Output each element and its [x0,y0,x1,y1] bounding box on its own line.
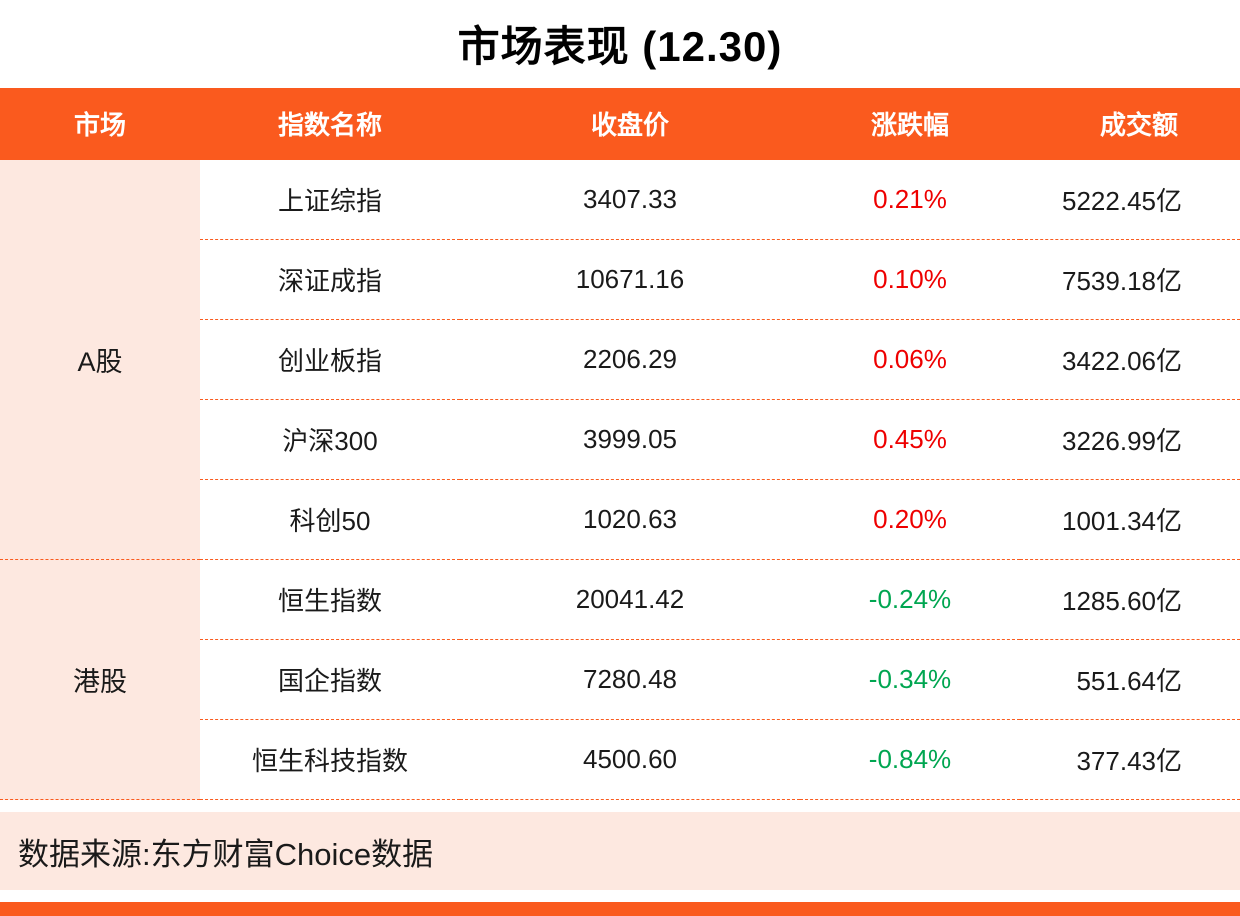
data-source-text: 数据来源:东方财富Choice数据 [18,836,434,872]
close-price: 1020.63 [460,479,800,561]
turnover-value: 7539.18亿 [1020,239,1240,321]
turnover-value: 377.43亿 [1020,719,1240,801]
market-group-label-a: A股 [0,159,200,561]
close-price: 7280.48 [460,639,800,721]
column-header-name: 指数名称 [200,87,460,160]
close-price: 10671.16 [460,239,800,321]
close-price: 3999.05 [460,399,800,481]
change-percent: 0.21% [800,159,1020,241]
change-percent: -0.24% [800,559,1020,641]
table-row: 国企指数 7280.48 -0.34% 551.64亿 [0,639,1240,721]
index-name: 上证综指 [200,159,460,241]
index-name: 科创50 [200,479,460,561]
table-header-row: 市场 指数名称 收盘价 涨跌幅 成交额 [0,87,1240,160]
change-percent: -0.34% [800,639,1020,721]
close-price: 2206.29 [460,319,800,401]
column-header-close: 收盘价 [460,87,800,160]
bottom-accent-bar [0,902,1240,916]
index-name: 国企指数 [200,639,460,721]
turnover-value: 1285.60亿 [1020,559,1240,641]
table-row: 恒生科技指数 4500.60 -0.84% 377.43亿 [0,719,1240,801]
index-name: 深证成指 [200,239,460,321]
turnover-value: 3226.99亿 [1020,399,1240,481]
change-percent: 0.20% [800,479,1020,561]
turnover-value: 5222.45亿 [1020,159,1240,241]
close-price: 4500.60 [460,719,800,801]
turnover-value: 3422.06亿 [1020,319,1240,401]
change-percent: -0.84% [800,719,1020,801]
table-row: A股 上证综指 3407.33 0.21% 5222.45亿 [0,159,1240,561]
table-row: 沪深300 3999.05 0.45% 3226.99亿 [0,399,1240,481]
turnover-value: 1001.34亿 [1020,479,1240,561]
market-group-label-hk: 港股 [0,559,200,801]
index-name: 恒生指数 [200,559,460,641]
table-row: 科创50 1020.63 0.20% 1001.34亿 [0,479,1240,561]
column-header-market: 市场 [0,87,200,160]
table-row: 创业板指 2206.29 0.06% 3422.06亿 [0,319,1240,401]
page-title: 市场表现 (12.30) [457,23,783,71]
column-header-change: 涨跌幅 [800,87,1020,160]
close-price: 20041.42 [460,559,800,641]
column-header-turnover: 成交额 [1020,87,1240,160]
table-row: 深证成指 10671.16 0.10% 7539.18亿 [0,239,1240,321]
index-name: 恒生科技指数 [200,719,460,801]
change-percent: 0.06% [800,319,1020,401]
index-name: 沪深300 [200,399,460,481]
close-price: 3407.33 [460,159,800,241]
change-percent: 0.45% [800,399,1020,481]
market-table: 市场 指数名称 收盘价 涨跌幅 成交额 A股 上证综指 3407.33 0.21… [0,87,1240,801]
table-row: 港股 恒生指数 20041.42 -0.24% 1285.60亿 [0,559,1240,801]
change-percent: 0.10% [800,239,1020,321]
data-source-bar: 数据来源:东方财富Choice数据 [0,812,1240,891]
turnover-value: 551.64亿 [1020,639,1240,721]
index-name: 创业板指 [200,319,460,401]
